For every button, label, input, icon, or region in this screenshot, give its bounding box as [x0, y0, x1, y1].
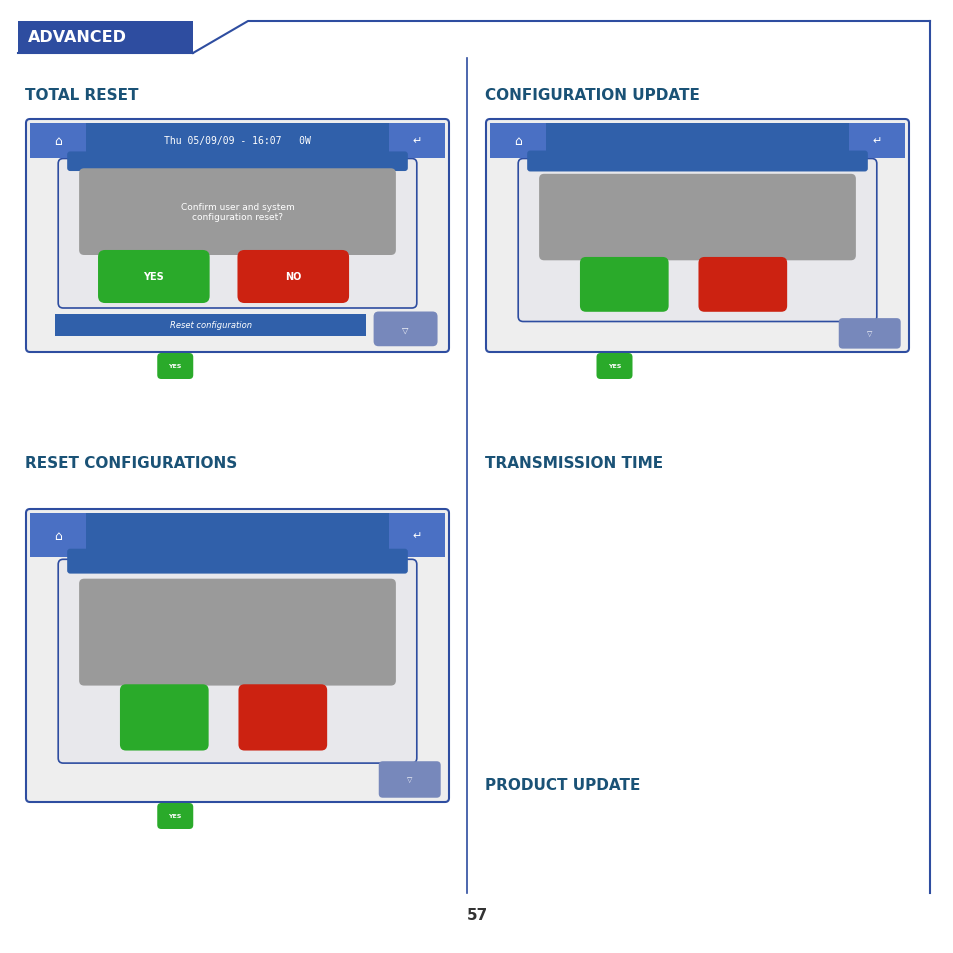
- FancyBboxPatch shape: [26, 510, 449, 802]
- Text: Thu 05/09/09 - 16:07   0W: Thu 05/09/09 - 16:07 0W: [164, 136, 311, 146]
- Text: Reset configuration: Reset configuration: [170, 321, 252, 330]
- Text: YES: YES: [607, 364, 620, 369]
- Text: ⌂: ⌂: [54, 134, 62, 148]
- Text: NO: NO: [285, 273, 301, 282]
- FancyBboxPatch shape: [538, 174, 855, 261]
- Text: 57: 57: [466, 907, 487, 923]
- FancyBboxPatch shape: [527, 152, 867, 172]
- FancyBboxPatch shape: [67, 152, 407, 172]
- Bar: [30, 124, 444, 159]
- FancyBboxPatch shape: [58, 159, 416, 309]
- Text: ▽: ▽: [866, 331, 871, 337]
- Text: ⌂: ⌂: [514, 134, 521, 148]
- Bar: [389, 124, 444, 159]
- Text: CONFIGURATION UPDATE: CONFIGURATION UPDATE: [484, 89, 700, 103]
- FancyBboxPatch shape: [67, 549, 407, 574]
- FancyBboxPatch shape: [237, 251, 349, 304]
- Text: Confirm user and system
configuration reset?: Confirm user and system configuration re…: [180, 203, 294, 222]
- FancyBboxPatch shape: [157, 803, 193, 829]
- Text: YES: YES: [143, 273, 164, 282]
- FancyBboxPatch shape: [378, 761, 440, 798]
- Text: TOTAL RESET: TOTAL RESET: [25, 89, 138, 103]
- FancyBboxPatch shape: [157, 354, 193, 379]
- Text: YES: YES: [169, 364, 182, 369]
- FancyBboxPatch shape: [58, 559, 416, 763]
- FancyBboxPatch shape: [238, 684, 327, 751]
- Bar: [30, 514, 444, 558]
- Text: PRODUCT UPDATE: PRODUCT UPDATE: [484, 778, 639, 793]
- FancyBboxPatch shape: [26, 120, 449, 353]
- Bar: [848, 124, 904, 159]
- FancyBboxPatch shape: [517, 159, 876, 322]
- Text: YES: YES: [169, 814, 182, 819]
- FancyBboxPatch shape: [698, 257, 786, 313]
- Bar: [490, 124, 545, 159]
- Bar: [30, 514, 86, 558]
- Text: ↵: ↵: [412, 531, 421, 540]
- FancyBboxPatch shape: [579, 257, 668, 313]
- FancyBboxPatch shape: [79, 169, 395, 255]
- FancyBboxPatch shape: [79, 579, 395, 686]
- Text: TRANSMISSION TIME: TRANSMISSION TIME: [484, 456, 662, 471]
- Bar: [30, 124, 86, 159]
- Text: ⌂: ⌂: [54, 529, 62, 542]
- Text: ↵: ↵: [871, 136, 881, 146]
- Text: ADVANCED: ADVANCED: [28, 30, 127, 46]
- Text: RESET CONFIGURATIONS: RESET CONFIGURATIONS: [25, 456, 237, 471]
- Bar: [55, 314, 366, 336]
- FancyBboxPatch shape: [98, 251, 210, 304]
- Bar: [389, 514, 444, 558]
- Bar: [18, 22, 193, 54]
- FancyBboxPatch shape: [596, 354, 632, 379]
- FancyBboxPatch shape: [485, 120, 908, 353]
- Text: ▽: ▽: [407, 777, 412, 782]
- FancyBboxPatch shape: [838, 319, 900, 349]
- Bar: [490, 124, 904, 159]
- Text: ▽: ▽: [402, 325, 409, 334]
- FancyBboxPatch shape: [120, 684, 209, 751]
- Text: ↵: ↵: [412, 136, 421, 146]
- FancyBboxPatch shape: [374, 313, 437, 347]
